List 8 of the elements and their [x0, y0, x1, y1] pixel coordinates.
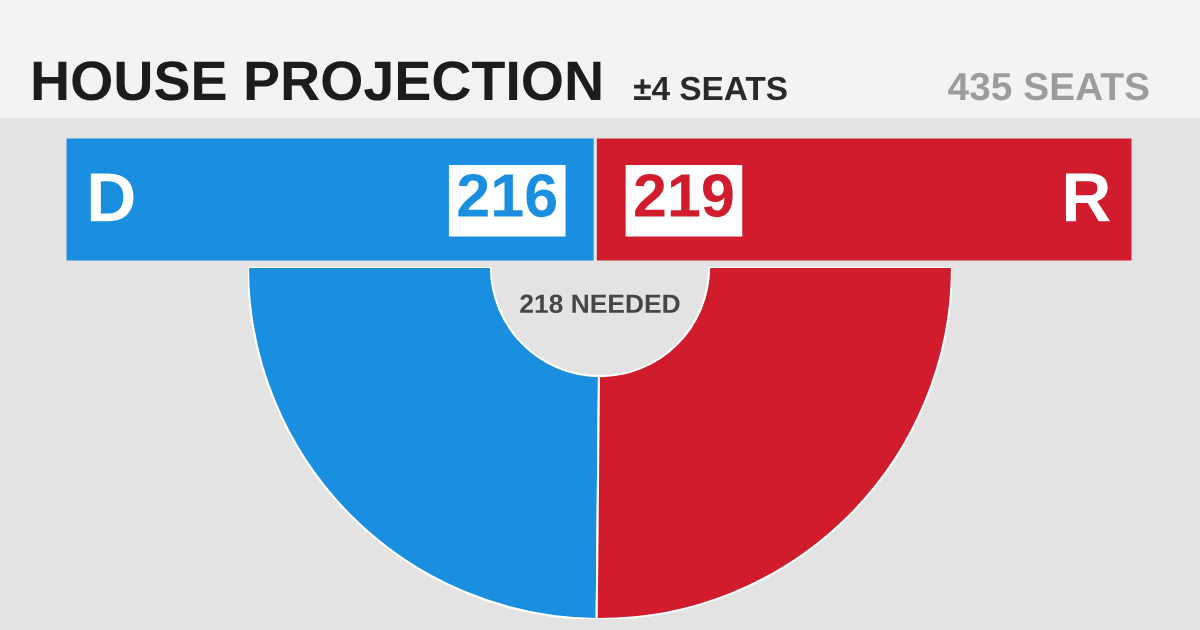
- text: ±4 SEATS: [634, 76, 787, 101]
- text: 435 SEATS: [948, 72, 1149, 101]
- data-label: 219: [635, 173, 733, 218]
- series-label: R: [1065, 173, 1111, 222]
- text: 218 NEEDED: [520, 294, 680, 314]
- data-label: 216: [458, 173, 556, 218]
- series-label: D: [90, 173, 134, 222]
- chart-title: HOUSE PROJECTION: [33, 61, 601, 101]
